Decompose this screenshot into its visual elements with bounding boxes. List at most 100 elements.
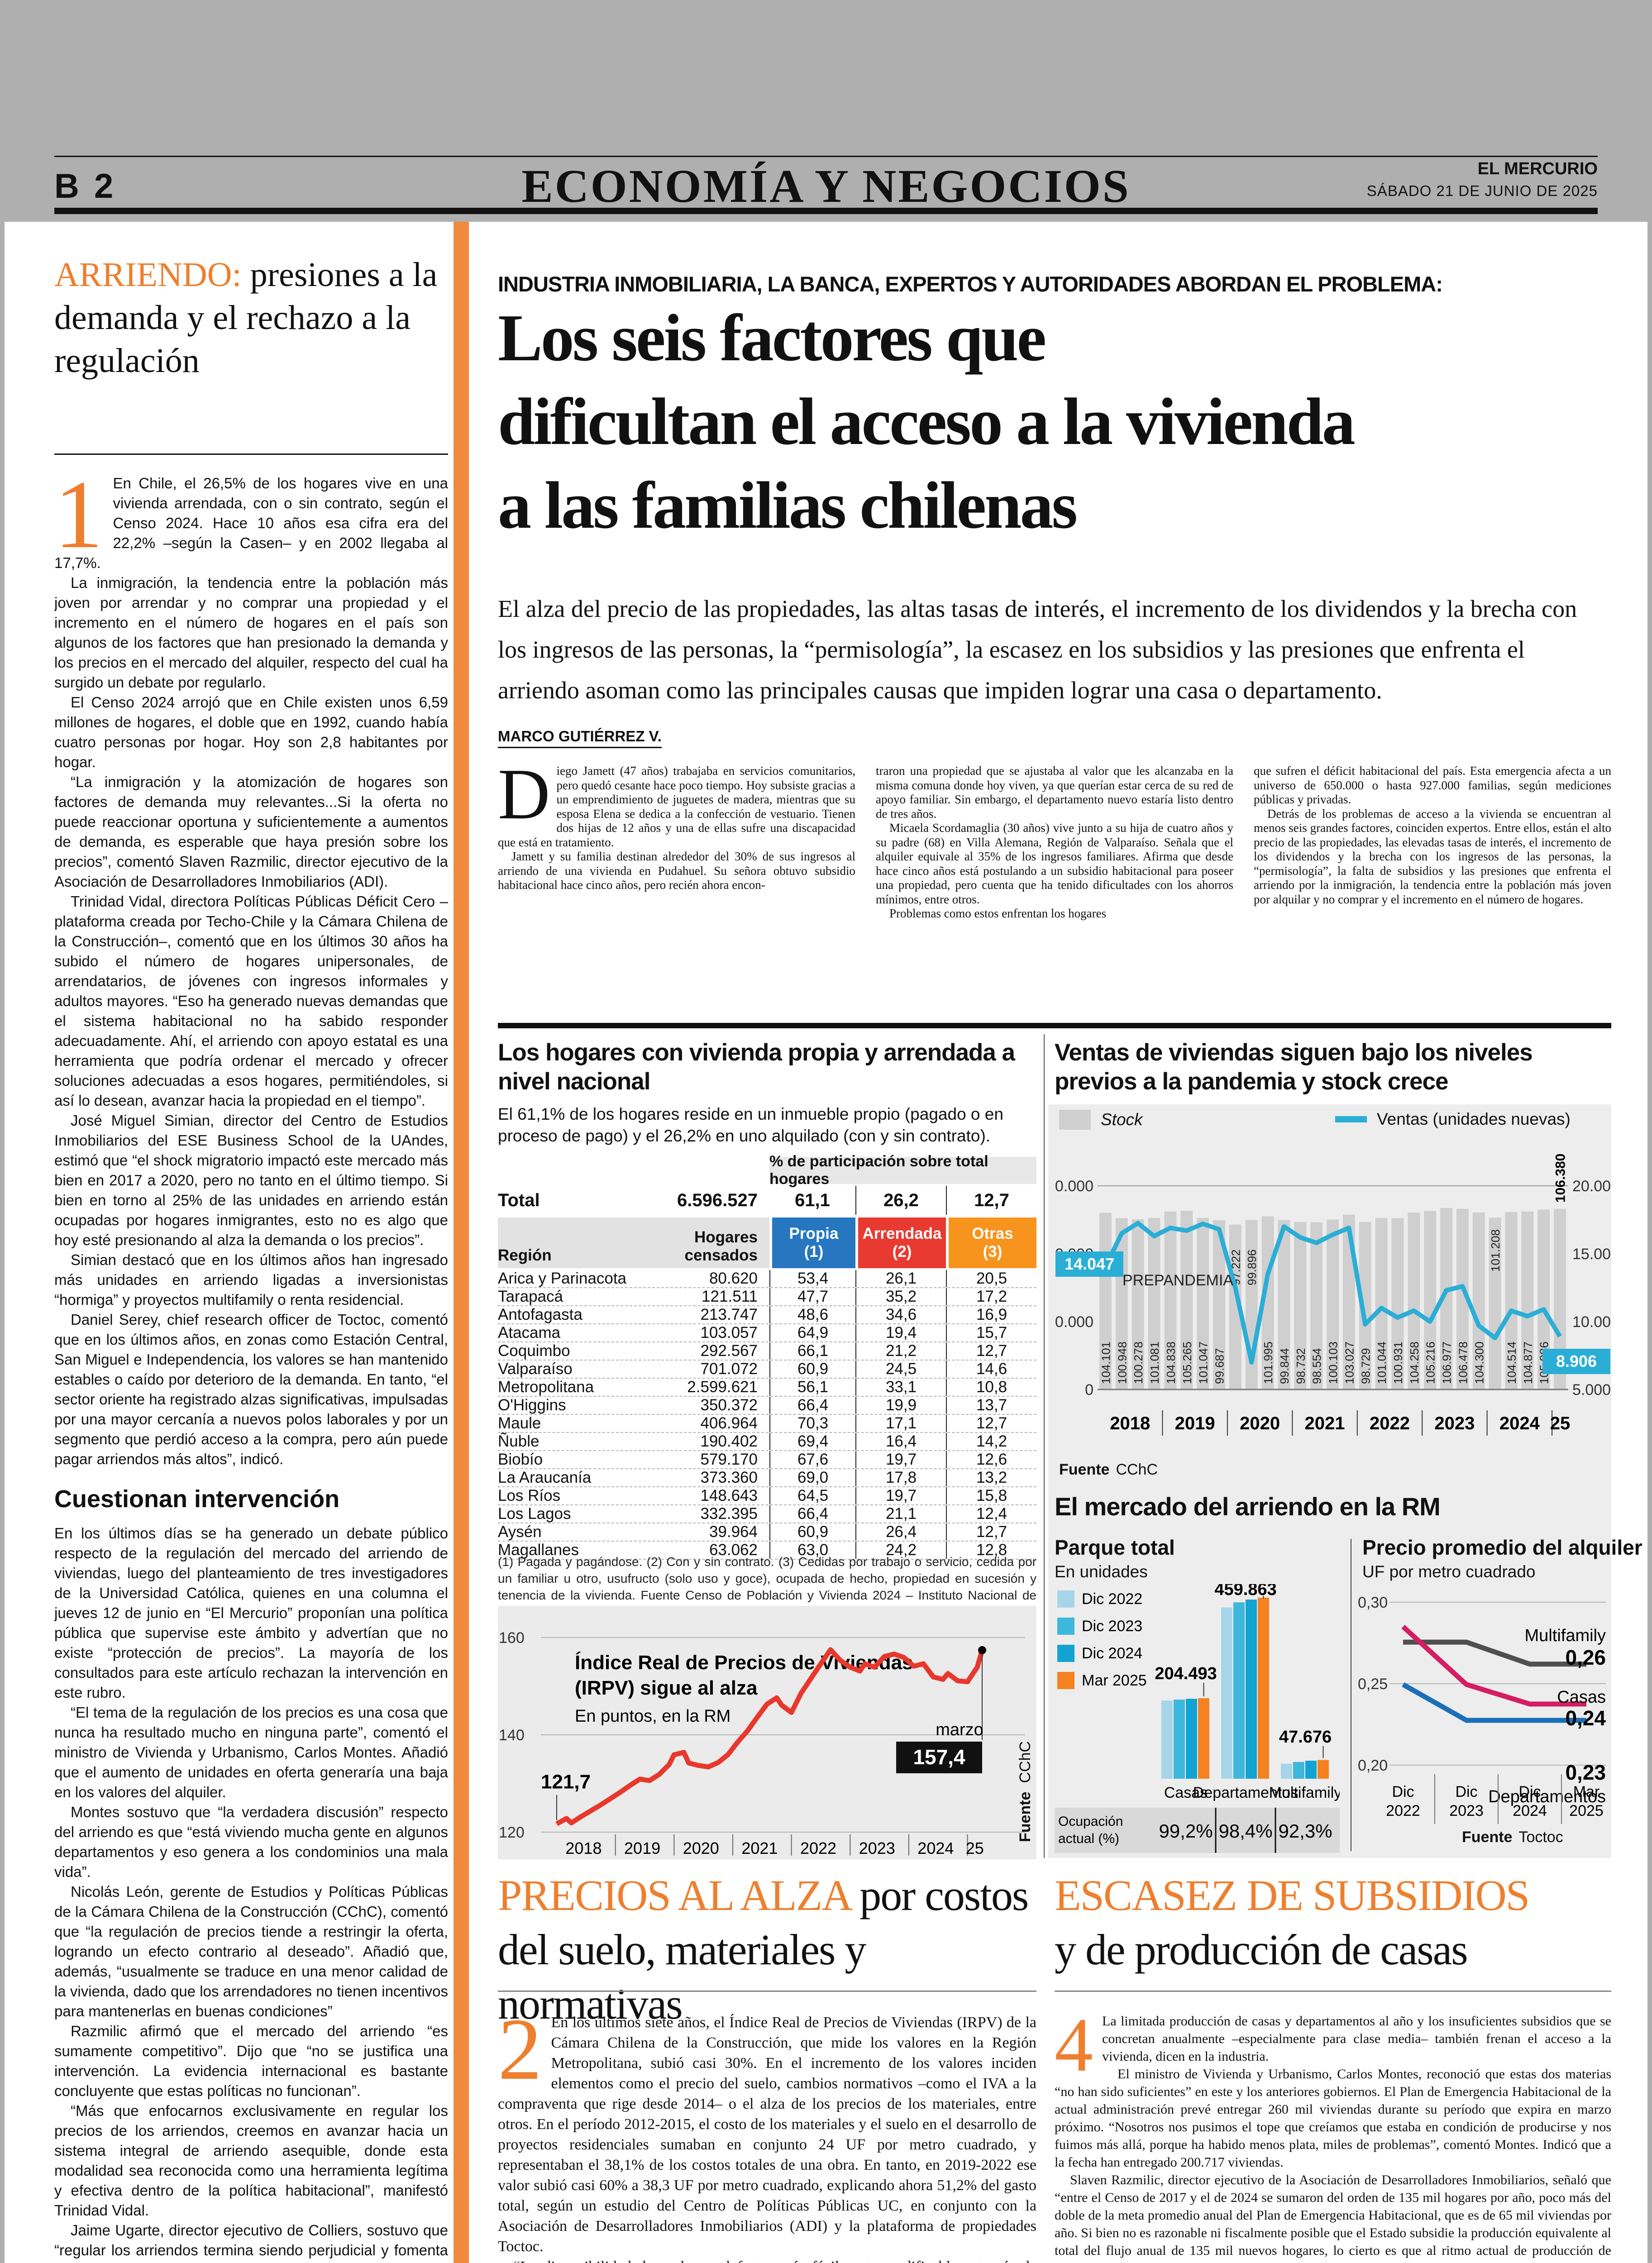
arrendada-cell: 26,1 <box>855 1270 946 1287</box>
svg-text:2019: 2019 <box>624 1839 660 1857</box>
otras-cell: 12,7 <box>946 1415 1036 1432</box>
svg-text:98,4%: 98,4% <box>1218 1820 1272 1842</box>
arrendada-cell: 21,1 <box>855 1505 946 1523</box>
svg-text:2021: 2021 <box>741 1839 778 1857</box>
svg-text:2020: 2020 <box>683 1839 719 1857</box>
svg-text:101.047: 101.047 <box>1197 1342 1210 1384</box>
region-cell: Atacama <box>498 1324 561 1342</box>
otras-cell: 15,7 <box>946 1324 1036 1342</box>
propia-cell: 69,0 <box>769 1469 855 1486</box>
table-row: Ñuble 190.402 69,4 16,4 14,2 <box>498 1433 1036 1451</box>
section2-body: 2 En los últimos siete años, el Índice R… <box>498 2005 1036 2263</box>
paragraph: Slaven Razmilic, director ejecutivo de l… <box>1055 2172 1611 2263</box>
headline-line-2: dificultan el acceso a la vivienda <box>498 385 1356 459</box>
arrendada-cell: 24,2 <box>855 1542 946 1559</box>
svg-text:98.732: 98.732 <box>1294 1348 1308 1384</box>
svg-text:(IRPV) sigue al alza: (IRPV) sigue al alza <box>575 1677 758 1699</box>
parque-bar-chart: Dic 2022 Dic 2023 Dic 2024 Mar 2025 204.493 4… <box>1055 1584 1340 1853</box>
svg-text:104.838: 104.838 <box>1164 1342 1178 1384</box>
region-cell: Metropolitana <box>498 1378 594 1396</box>
propia-cell: 64,5 <box>769 1487 855 1504</box>
svg-text:2025: 2025 <box>1569 1802 1604 1819</box>
hogares-cell: 103.057 <box>700 1324 758 1342</box>
paragraph: Simian destacó que en los últimos años h… <box>54 1251 448 1308</box>
svg-text:40.000: 40.000 <box>1055 1313 1093 1331</box>
col-arrendada: Arrendada (2) <box>855 1217 946 1268</box>
paragraph: El Censo 2024 arrojó que en Chile existe… <box>54 694 448 770</box>
sidebar-paragraphs-1: En Chile, el 26,5% de los hogares vive e… <box>54 473 448 1469</box>
otras-cell: 12,7 <box>946 1523 1036 1541</box>
arrendada-cell: 26,4 <box>855 1523 946 1541</box>
svg-text:104.101: 104.101 <box>1099 1342 1113 1384</box>
svg-text:Multifamily: Multifamily <box>1525 1626 1606 1645</box>
propia-cell: 67,6 <box>769 1451 855 1468</box>
table-row: Magallanes 63.062 63,0 24,2 12,8 <box>498 1542 1036 1560</box>
legend-stock: Stock <box>1059 1110 1143 1130</box>
propia-cell: 60,9 <box>769 1523 855 1541</box>
svg-text:99,2%: 99,2% <box>1159 1820 1213 1842</box>
svg-text:14.047: 14.047 <box>1065 1255 1114 1273</box>
paragraph: “La disponibilidad de suelo es el factor… <box>498 2257 1036 2263</box>
ventas-swatch <box>1335 1116 1367 1122</box>
table-row: La Araucanía 373.360 69,0 17,8 13,2 <box>498 1469 1036 1487</box>
table-row: Maule 406.964 70,3 17,1 12,7 <box>498 1415 1036 1433</box>
total-arrendada: 26,2 <box>855 1186 946 1215</box>
total-label: Total <box>498 1190 540 1210</box>
section4-dropcap: 4 <box>1055 2002 1093 2087</box>
svg-text:0,26: 0,26 <box>1565 1646 1606 1669</box>
table-row: Biobío 579.170 67,6 19,7 12,6 <box>498 1451 1036 1469</box>
sidebar-title: ARRIENDO: presiones a la demanda y el re… <box>54 253 448 382</box>
arrendada-cell: 19,9 <box>855 1397 946 1414</box>
infographic-divider <box>1044 1034 1045 1858</box>
otras-cell: 17,2 <box>946 1288 1036 1305</box>
svg-text:103.027: 103.027 <box>1342 1342 1356 1384</box>
propia-cell: 48,6 <box>769 1306 855 1323</box>
sidebar-subhead-1: Cuestionan intervención <box>54 1485 340 1513</box>
svg-text:204.493: 204.493 <box>1155 1664 1217 1683</box>
paragraph: Micaela Scordamaglia (30 años) vive junt… <box>876 821 1233 906</box>
table-row: Arica y Parinacota 80.620 53,4 26,1 20,5 <box>498 1270 1036 1288</box>
propia-cell: 47,7 <box>769 1288 855 1305</box>
body-column-1: D iego Jamett (47 años) trabajaba en ser… <box>498 758 855 893</box>
paragraph: “El tema de la regulación de los precios… <box>54 1704 448 1800</box>
ventas-chart-title: Ventas de viviendas siguen bajo los nive… <box>1055 1039 1533 1095</box>
precio-source: Fuente Toctoc <box>1462 1829 1563 1846</box>
section4-rule <box>1055 1991 1611 1992</box>
body-column-3: que sufren el déficit habitacional del p… <box>1254 764 1611 907</box>
propia-cell: 60,9 <box>769 1361 855 1378</box>
svg-text:104.300: 104.300 <box>1472 1342 1486 1384</box>
hogares-cell: 213.747 <box>700 1306 758 1323</box>
table-total-row: Total 6.596.527 61,1 26,2 12,7 <box>498 1186 1036 1215</box>
otras-cell: 12,8 <box>946 1542 1036 1559</box>
paragraph: Razmilic afirmó que el mercado del arrie… <box>54 2023 448 2099</box>
svg-text:101.081: 101.081 <box>1148 1342 1161 1384</box>
svg-text:106.478: 106.478 <box>1456 1342 1470 1384</box>
region-cell: Coquimbo <box>498 1342 570 1360</box>
table-chart-title: Los hogares con vivienda propia y arrend… <box>498 1039 1015 1095</box>
arrendada-cell: 34,6 <box>855 1306 946 1323</box>
svg-text:2023: 2023 <box>859 1839 895 1857</box>
arrendada-cell: 33,1 <box>855 1379 946 1396</box>
section4-body: 4 La limitada producción de casas y depa… <box>1055 2002 1611 2263</box>
precio-subtitle: UF por metro cuadrado <box>1362 1562 1536 1581</box>
svg-text:92,3%: 92,3% <box>1278 1820 1332 1842</box>
svg-text:0,23: 0,23 <box>1565 1761 1606 1784</box>
total-otras: 12,7 <box>946 1186 1036 1215</box>
arrendada-cell: 35,2 <box>855 1288 946 1305</box>
table-row: Tarapacá 121.511 47,7 35,2 17,2 <box>498 1288 1036 1306</box>
paragraph: Nicolás León, gerente de Estudios y Polí… <box>54 1883 448 2020</box>
svg-text:120.000: 120.000 <box>1055 1178 1093 1195</box>
svg-text:15.000: 15.000 <box>1572 1246 1611 1263</box>
svg-text:2021: 2021 <box>1305 1413 1345 1433</box>
infographic-top-rule <box>498 1023 1611 1028</box>
svg-text:PREPANDEMIA: PREPANDEMIA <box>1122 1272 1233 1289</box>
otras-cell: 12,4 <box>946 1505 1036 1523</box>
svg-text:2020: 2020 <box>1240 1413 1280 1433</box>
svg-text:106.977: 106.977 <box>1440 1342 1454 1384</box>
svg-text:100.103: 100.103 <box>1327 1342 1340 1384</box>
headline-line-3: a las familias chilenas <box>498 468 1078 543</box>
svg-text:20.000: 20.000 <box>1572 1178 1611 1195</box>
sidebar-dropcap: 1 <box>54 473 103 568</box>
svg-text:99.896: 99.896 <box>1245 1249 1259 1285</box>
svg-text:459.863: 459.863 <box>1214 1584 1276 1599</box>
